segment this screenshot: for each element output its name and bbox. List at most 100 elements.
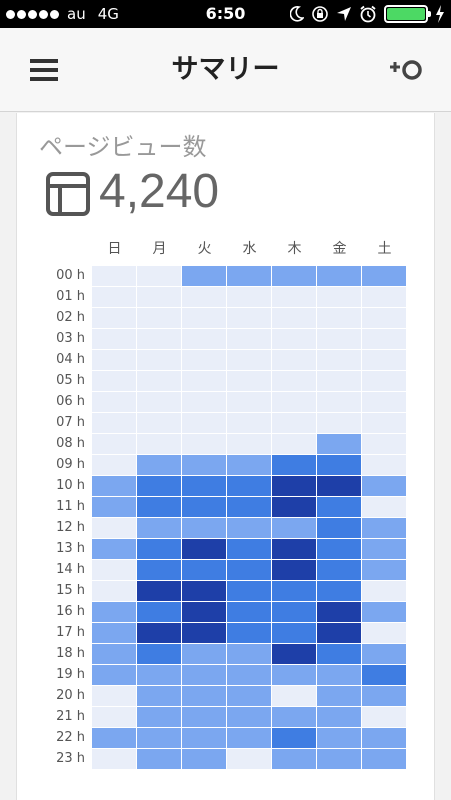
menu-icon[interactable] <box>30 59 58 81</box>
status-left: au 4G <box>6 0 119 28</box>
heatmap-cell <box>182 308 226 328</box>
heatmap-cell <box>362 413 406 433</box>
heatmap-cell <box>317 665 361 685</box>
heatmap-cell <box>92 707 136 727</box>
day-label: 日 <box>107 241 122 257</box>
hour-label: 17 h <box>56 625 85 640</box>
heatmap-cell <box>272 665 316 685</box>
network-type: 4G <box>97 5 119 23</box>
heatmap-cell <box>272 371 316 391</box>
charging-icon <box>436 5 444 23</box>
hour-label: 08 h <box>56 436 85 451</box>
heatmap-cell <box>362 707 406 727</box>
page-title: サマリー <box>171 54 280 85</box>
heatmap-cell <box>137 560 181 580</box>
heatmap-cell <box>227 623 271 643</box>
heatmap-cell <box>92 287 136 307</box>
status-time: 6:50 <box>205 4 246 23</box>
heatmap-cell <box>182 749 226 769</box>
heatmap-cell <box>362 266 406 286</box>
heatmap-cell <box>182 686 226 706</box>
heatmap-cell <box>92 623 136 643</box>
heatmap-cell <box>92 497 136 517</box>
heatmap-cell <box>362 749 406 769</box>
nav-header: サマリー <box>0 28 451 112</box>
heatmap-cell <box>137 287 181 307</box>
heatmap-cell <box>227 707 271 727</box>
heatmap-cell <box>272 560 316 580</box>
heatmap-cell <box>182 413 226 433</box>
moon-icon <box>290 6 304 22</box>
day-label: 土 <box>377 241 392 257</box>
heatmap-cell <box>362 644 406 664</box>
heatmap-cell <box>227 560 271 580</box>
heatmap-cell <box>317 728 361 748</box>
hour-label: 04 h <box>56 352 85 367</box>
heatmap-cell <box>362 287 406 307</box>
heatmap-cell <box>362 497 406 517</box>
heatmap-cell <box>317 371 361 391</box>
hour-label: 02 h <box>56 310 85 325</box>
heatmap-cell <box>317 434 361 454</box>
hour-label: 00 h <box>56 268 85 283</box>
heatmap-cell <box>317 392 361 412</box>
heatmap-cell <box>272 287 316 307</box>
heatmap-cell <box>92 602 136 622</box>
heatmap-cell <box>92 392 136 412</box>
heatmap-cell <box>182 350 226 370</box>
battery-icon <box>384 5 431 23</box>
heatmap-cell <box>317 518 361 538</box>
hour-label: 06 h <box>56 394 85 409</box>
heatmap-cell <box>92 413 136 433</box>
heatmap-cell <box>227 665 271 685</box>
heatmap-cell <box>137 476 181 496</box>
heatmap-cell <box>227 434 271 454</box>
heatmap-cell <box>227 644 271 664</box>
heatmap-cell <box>362 623 406 643</box>
hour-label: 07 h <box>56 415 85 430</box>
heatmap-cell <box>272 518 316 538</box>
heatmap-cell <box>227 518 271 538</box>
heatmap-cell <box>317 455 361 475</box>
heatmap-cell <box>227 287 271 307</box>
heatmap-cell <box>317 497 361 517</box>
heatmap-cell <box>317 581 361 601</box>
heatmap-cell <box>362 728 406 748</box>
heatmap-cell <box>92 329 136 349</box>
add-refresh-icon[interactable] <box>388 56 424 84</box>
heatmap-cell <box>227 392 271 412</box>
heatmap-cell <box>92 665 136 685</box>
heatmap-cell <box>362 371 406 391</box>
heatmap-cell <box>272 266 316 286</box>
hour-label: 10 h <box>56 478 85 493</box>
heatmap-cell <box>227 350 271 370</box>
heatmap-cell <box>227 581 271 601</box>
heatmap-cell <box>182 581 226 601</box>
day-label: 火 <box>197 241 212 257</box>
card-title: ページビュー数 <box>39 133 207 161</box>
heatmap-cell <box>182 539 226 559</box>
heatmap-cell <box>317 287 361 307</box>
heatmap-cell <box>272 581 316 601</box>
heatmap-cell <box>362 539 406 559</box>
heatmap-cell <box>137 371 181 391</box>
heatmap-cell <box>137 623 181 643</box>
heatmap-cell <box>272 476 316 496</box>
hour-label: 05 h <box>56 373 85 388</box>
hour-label: 01 h <box>56 289 85 304</box>
heatmap-cell <box>227 602 271 622</box>
heatmap-cell <box>362 476 406 496</box>
heatmap-cell <box>137 266 181 286</box>
heatmap-cell <box>182 497 226 517</box>
heatmap-cell <box>317 266 361 286</box>
heatmap-cell <box>92 308 136 328</box>
location-arrow-icon <box>337 7 351 21</box>
heatmap-cell <box>182 560 226 580</box>
layout-icon <box>46 172 90 216</box>
day-label: 月 <box>152 241 167 257</box>
heatmap-cell <box>137 434 181 454</box>
heatmap-cell <box>227 476 271 496</box>
heatmap-cell <box>317 413 361 433</box>
heatmap-cell <box>137 308 181 328</box>
heatmap-cell <box>317 560 361 580</box>
